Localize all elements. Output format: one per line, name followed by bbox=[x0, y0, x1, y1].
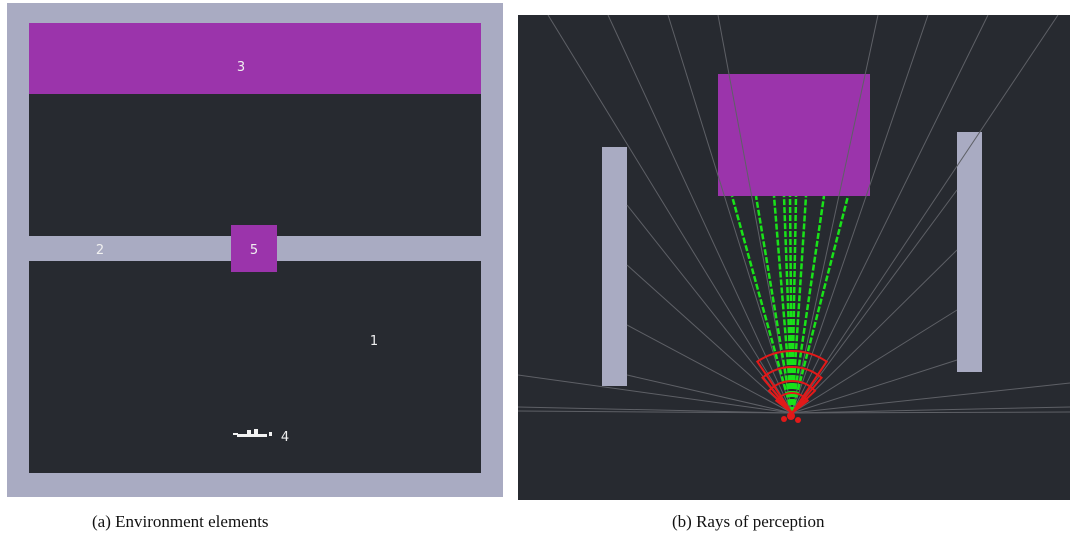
missed-rays bbox=[517, 14, 1070, 414]
label-door-block: 5 bbox=[250, 243, 258, 258]
missed-ray bbox=[791, 14, 1059, 414]
hit-ray bbox=[754, 195, 794, 414]
missed-ray bbox=[626, 204, 793, 414]
label-agent: 4 bbox=[281, 430, 289, 445]
sensor-arcs bbox=[755, 350, 829, 415]
missed-ray bbox=[626, 324, 793, 414]
left-wall bbox=[602, 147, 627, 386]
missed-ray bbox=[517, 374, 793, 414]
missed-ray bbox=[717, 14, 793, 414]
missed-ray bbox=[791, 406, 1070, 414]
missed-ray bbox=[791, 14, 879, 414]
missed-ray bbox=[626, 264, 793, 414]
right-wall bbox=[957, 132, 982, 372]
hit-rays bbox=[730, 195, 850, 414]
missed-ray bbox=[791, 411, 1070, 414]
missed-ray bbox=[607, 14, 793, 414]
hit-ray bbox=[790, 195, 826, 414]
target-block bbox=[718, 74, 870, 196]
caption-environment-elements: (a) Environment elements bbox=[92, 512, 269, 531]
missed-ray bbox=[791, 382, 1070, 414]
sensor-arc bbox=[767, 380, 817, 415]
environment-canvas: 3 2 5 1 4 bbox=[7, 3, 503, 497]
hit-ray bbox=[790, 195, 808, 414]
missed-ray bbox=[517, 410, 793, 414]
hit-ray bbox=[790, 195, 850, 414]
goal-zone bbox=[29, 23, 481, 94]
perception-panel bbox=[517, 14, 1070, 500]
agent-icon bbox=[233, 429, 272, 437]
label-floor: 1 bbox=[370, 334, 378, 349]
sensor-arc bbox=[761, 366, 823, 415]
hit-ray bbox=[730, 195, 794, 414]
sensor-arc bbox=[755, 350, 829, 415]
environment-panel: 3 2 5 1 4 bbox=[7, 3, 503, 497]
missed-ray bbox=[626, 374, 793, 414]
caption-rays-of-perception: (b) Rays of perception bbox=[672, 512, 825, 531]
missed-ray bbox=[791, 14, 929, 414]
missed-ray bbox=[791, 359, 958, 414]
hit-ray bbox=[772, 195, 794, 414]
door-block bbox=[231, 225, 277, 272]
missed-ray bbox=[791, 14, 989, 414]
perception-canvas bbox=[517, 14, 1070, 500]
label-goal-zone: 3 bbox=[237, 60, 245, 75]
missed-ray bbox=[547, 14, 793, 414]
label-wall: 2 bbox=[96, 243, 104, 258]
missed-ray bbox=[667, 14, 793, 414]
missed-ray bbox=[517, 406, 793, 414]
lower-room-floor bbox=[29, 261, 481, 473]
sensor-arc bbox=[774, 392, 810, 415]
hit-ray bbox=[790, 195, 798, 414]
missed-ray bbox=[791, 309, 958, 414]
missed-ray bbox=[791, 249, 958, 414]
agent-marker bbox=[781, 412, 801, 423]
